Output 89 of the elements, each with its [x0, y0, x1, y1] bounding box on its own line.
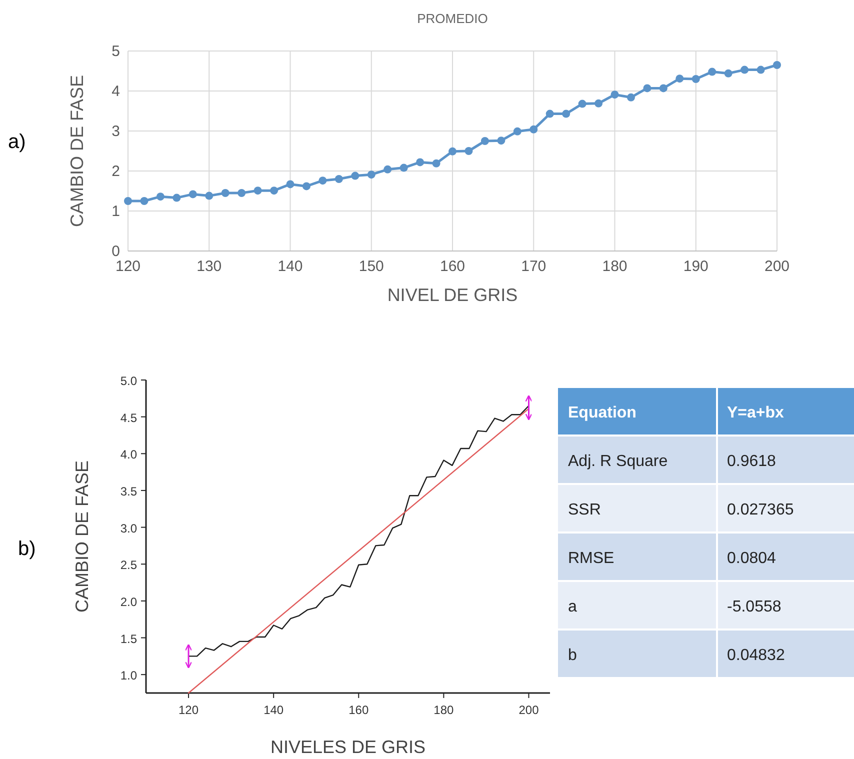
- point: [708, 68, 716, 76]
- point: [530, 125, 538, 134]
- point: [740, 66, 749, 74]
- y-tick-label: 1.0: [120, 668, 138, 683]
- x-tick-label: 200: [764, 258, 790, 275]
- point: [286, 180, 294, 188]
- text: 0.04832: [727, 646, 785, 664]
- category-label: a: [568, 598, 577, 616]
- point: [351, 172, 360, 180]
- y-tick-label: 3.0: [120, 521, 138, 536]
- y-axis-title: CAMBIO DE FASE: [67, 74, 87, 228]
- point: [610, 90, 619, 99]
- x-tick-label: 180: [602, 258, 628, 275]
- point: [302, 182, 310, 190]
- x-tick-label: 130: [196, 258, 222, 275]
- y-tick-label: 0: [112, 243, 120, 260]
- category-label: b: [568, 646, 577, 664]
- point: [659, 84, 668, 92]
- point: [497, 136, 506, 145]
- point: [188, 190, 197, 198]
- y-tick-label: 5.0: [120, 374, 138, 388]
- point: [270, 186, 278, 195]
- point: [384, 165, 392, 174]
- point: [221, 189, 230, 197]
- point: [124, 197, 132, 205]
- point: [546, 110, 554, 118]
- point: [416, 158, 424, 166]
- x-tick-label: 160: [440, 258, 466, 275]
- point: [140, 197, 148, 205]
- x-tick-label: 200: [518, 703, 540, 717]
- y-tick-label: 3: [112, 123, 120, 140]
- point: [432, 159, 440, 168]
- point: [578, 100, 586, 108]
- x-tick-label: 160: [348, 703, 369, 717]
- point: [773, 61, 781, 69]
- x-tick-label: 140: [264, 703, 284, 717]
- x-axis-title: NIVELES DE GRIS: [270, 737, 426, 757]
- chart-title: PROMEDIO: [417, 11, 488, 26]
- text: 0.9618: [727, 452, 776, 470]
- point: [692, 75, 700, 83]
- point: [676, 74, 684, 83]
- x-tick-label: 140: [278, 258, 303, 275]
- y-tick-label: 2.0: [120, 594, 138, 609]
- text: Y=a+bx: [727, 404, 784, 422]
- x-tick-label: 120: [115, 258, 141, 275]
- text: -5.0558: [727, 598, 782, 616]
- point: [367, 170, 376, 179]
- y-tick-label: 4: [112, 83, 120, 100]
- point: [205, 192, 214, 200]
- category-label: RMSE: [568, 550, 614, 567]
- y-tick-label: 2: [112, 163, 120, 180]
- point: [724, 69, 732, 78]
- category-label: Adj. R Square: [568, 452, 668, 470]
- x-tick-label: 150: [358, 258, 384, 275]
- y-tick-label: 4.0: [120, 448, 138, 462]
- point: [643, 84, 652, 92]
- y-tick-label: 5: [112, 43, 120, 60]
- point: [480, 137, 489, 145]
- y-tick-label: 1: [112, 203, 120, 220]
- point: [513, 127, 522, 136]
- point: [400, 164, 408, 172]
- point: [238, 189, 246, 197]
- text: 0.027365: [727, 501, 794, 518]
- point: [334, 175, 343, 183]
- y-tick-label: 3.5: [120, 484, 138, 498]
- point: [318, 176, 327, 185]
- y-tick-label: 1.5: [120, 632, 138, 646]
- text: a): [8, 131, 26, 153]
- x-tick-label: 120: [178, 703, 199, 717]
- category-label: SSR: [568, 501, 601, 518]
- point: [172, 194, 181, 202]
- point: [594, 99, 603, 108]
- point: [626, 93, 635, 102]
- text: b): [18, 538, 36, 560]
- y-tick-label: 2.5: [120, 558, 138, 572]
- point: [448, 147, 456, 156]
- x-tick-label: 180: [434, 703, 454, 717]
- point: [156, 192, 164, 201]
- point: [756, 66, 765, 74]
- text: 0.0804: [727, 550, 776, 567]
- y-axis-title: CAMBIO DE FASE: [72, 460, 92, 613]
- point: [254, 186, 262, 195]
- x-tick-label: 170: [521, 258, 546, 275]
- point: [562, 110, 570, 118]
- point: [464, 147, 473, 155]
- x-tick-label: 190: [683, 258, 708, 275]
- x-axis-title: NIVEL DE GRIS: [387, 285, 518, 305]
- category-label: Equation: [568, 404, 636, 422]
- y-tick-label: 4.5: [120, 410, 138, 425]
